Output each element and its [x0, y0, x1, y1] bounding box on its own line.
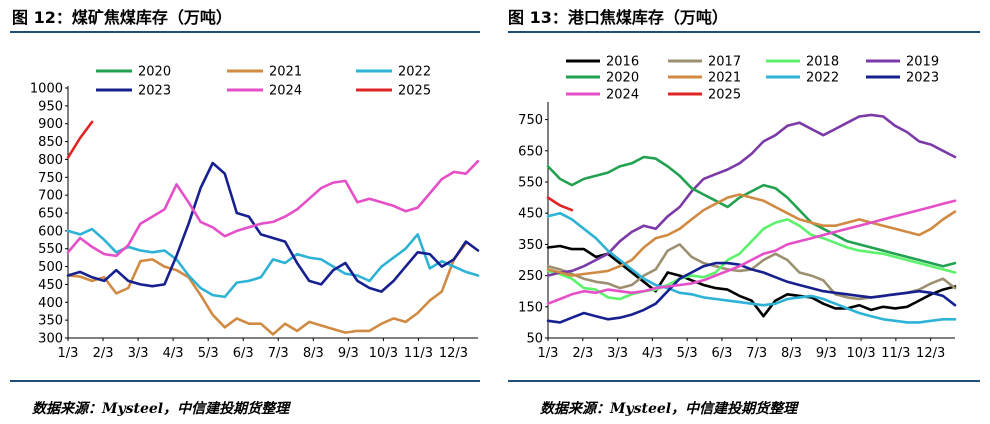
series-line-2023: [546, 261, 957, 324]
series-line-2023: [66, 161, 480, 293]
legend-label-2017: 2017: [708, 55, 741, 70]
y-tick-label: 800: [38, 153, 63, 168]
x-tick-label: 12/3: [916, 346, 945, 361]
x-tick-label: 3/3: [607, 346, 628, 361]
series-line-2024: [546, 199, 957, 306]
series-line-2025: [546, 196, 574, 212]
y-tick-label: 950: [38, 99, 63, 114]
y-tick-label: 500: [38, 260, 63, 275]
series-line-2022: [66, 227, 480, 299]
legend-label-2024: 2024: [606, 88, 639, 103]
y-tick-label: 250: [518, 269, 543, 284]
x-tick-label: 5/3: [198, 346, 219, 361]
x-tick-label: 7/3: [746, 346, 767, 361]
x-tick-label: 4/3: [642, 346, 663, 361]
x-tick-label: 2/3: [572, 346, 593, 361]
legend-label-2018: 2018: [806, 55, 839, 70]
y-tick-label: 900: [38, 117, 63, 132]
series-line-2024: [66, 159, 480, 258]
right-chart-title: 图 13：港口焦煤库存（万吨）: [508, 8, 728, 27]
series-line-2021: [66, 242, 468, 336]
legend-label-2023: 2023: [906, 71, 939, 86]
x-tick-label: 6/3: [711, 346, 732, 361]
left-footer-rule: [10, 380, 480, 382]
right-data-source: 数据来源：Mysteel，中信建投期货整理: [540, 401, 798, 417]
legend-label-2025: 2025: [708, 88, 741, 103]
legend-label-2024: 2024: [269, 84, 302, 99]
legend-label-2022: 2022: [806, 71, 839, 86]
series-line-2022: [546, 211, 957, 324]
y-tick-label: 400: [38, 296, 63, 311]
x-tick-label: 11/3: [404, 346, 433, 361]
x-tick-label: 9/3: [338, 346, 359, 361]
legend-label-2025: 2025: [398, 84, 431, 99]
right-footer-rule: [508, 380, 980, 382]
y-tick-label: 850: [38, 135, 63, 150]
series-line-2018: [546, 218, 957, 301]
series-line-2025: [66, 120, 94, 159]
y-tick-label: 450: [518, 207, 543, 222]
x-tick-label: 7/3: [268, 346, 289, 361]
y-tick-label: 150: [518, 300, 543, 315]
series-line-2020: [546, 155, 957, 268]
y-tick-label: 350: [518, 238, 543, 253]
y-tick-label: 750: [38, 171, 63, 186]
y-tick-label: 550: [518, 176, 543, 191]
left-title-rule: [10, 31, 480, 33]
x-tick-label: 10/3: [369, 346, 398, 361]
y-tick-label: 50: [526, 332, 543, 347]
legend-label-2022: 2022: [398, 65, 431, 80]
series-line-2021: [546, 193, 957, 277]
series-line-2016: [546, 244, 957, 318]
x-tick-label: 11/3: [881, 346, 910, 361]
series-line-2019: [546, 113, 957, 277]
x-tick-label: 1/3: [58, 346, 79, 361]
y-tick-label: 450: [38, 278, 63, 293]
legend-label-2021: 2021: [269, 65, 302, 80]
legend-label-2019: 2019: [906, 55, 939, 70]
x-tick-label: 10/3: [846, 346, 875, 361]
x-tick-label: 8/3: [303, 346, 324, 361]
legend-label-2020: 2020: [606, 71, 639, 86]
legend-label-2021: 2021: [708, 71, 741, 86]
x-tick-label: 8/3: [781, 346, 802, 361]
x-tick-label: 6/3: [233, 346, 254, 361]
y-tick-label: 300: [38, 332, 63, 347]
x-tick-label: 2/3: [93, 346, 114, 361]
left-data-source: 数据来源：Mysteel，中信建投期货整理: [32, 401, 290, 417]
x-tick-label: 3/3: [128, 346, 149, 361]
right-title-rule: [508, 31, 980, 33]
x-tick-label: 9/3: [816, 346, 837, 361]
y-tick-label: 700: [38, 189, 63, 204]
legend-label-2023: 2023: [138, 84, 171, 99]
x-tick-label: 5/3: [677, 346, 698, 361]
y-tick-label: 650: [518, 144, 543, 159]
y-tick-label: 350: [38, 314, 63, 329]
left-chart-title: 图 12：煤矿焦煤库存（万吨）: [12, 8, 232, 27]
x-tick-label: 4/3: [163, 346, 184, 361]
y-tick-label: 550: [38, 242, 63, 257]
x-tick-label: 1/3: [538, 346, 559, 361]
y-tick-label: 600: [38, 224, 63, 239]
legend-label-2020: 2020: [138, 65, 171, 80]
y-tick-label: 1000: [30, 82, 63, 97]
x-tick-label: 12/3: [439, 346, 468, 361]
y-tick-label: 650: [38, 207, 63, 222]
y-tick-label: 750: [518, 113, 543, 128]
legend-label-2016: 2016: [606, 55, 639, 70]
